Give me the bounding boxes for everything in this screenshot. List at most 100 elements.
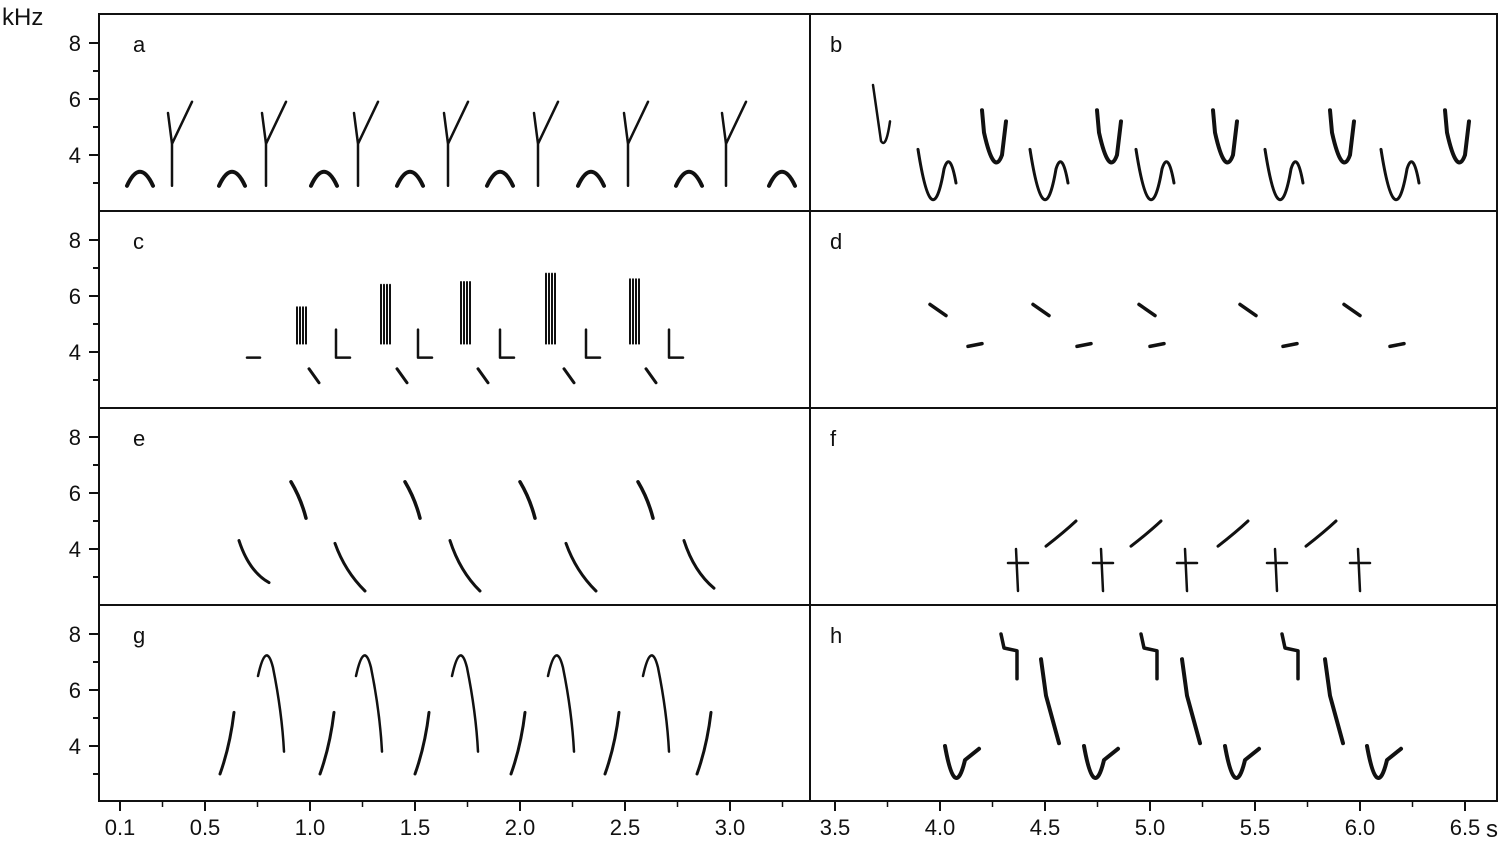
arch-note: [309, 169, 339, 188]
cross-note: [1091, 547, 1115, 593]
down-note: [644, 367, 658, 385]
wave-note: [1134, 147, 1176, 202]
arch-note: [217, 169, 247, 188]
x-tick-label: 6.0: [1345, 815, 1376, 840]
arc-note: [641, 654, 671, 753]
y-note: [260, 100, 288, 188]
x-tick-label: 5.5: [1240, 815, 1271, 840]
y-unit-label: kHz: [2, 4, 44, 31]
cross-note: [1348, 547, 1372, 593]
panel-label-f: f: [830, 426, 837, 451]
panel-frames: [98, 13, 1498, 802]
sweep-note: [636, 480, 655, 520]
y-note: [720, 100, 748, 188]
x-tick-label: 4.5: [1030, 815, 1061, 840]
rise-note: [1129, 519, 1163, 548]
rise-note: [1216, 519, 1250, 548]
y-tick-label: 4: [69, 143, 81, 168]
x-tick-label: 1.0: [295, 815, 326, 840]
dash-note: [1031, 302, 1051, 318]
x-tick-label: 1.5: [400, 815, 431, 840]
wave-note: [916, 147, 958, 202]
arch-note: [767, 169, 797, 188]
x-tick-label: 0.1: [105, 815, 136, 840]
rise-note: [695, 710, 713, 776]
v-note: [1223, 744, 1261, 780]
rise-note: [318, 710, 336, 776]
y-tick-label: 8: [69, 31, 81, 56]
dash-note: [1342, 302, 1362, 318]
wave-note: [980, 108, 1008, 165]
panel-label-c: c: [133, 229, 144, 254]
y-tick-label: 8: [69, 228, 81, 253]
y-tick-label: 6: [69, 284, 81, 309]
hook-note: [1139, 632, 1159, 681]
panel-label-d: d: [830, 229, 842, 254]
y-note: [352, 100, 380, 188]
arch-note: [125, 169, 155, 188]
sweep-note: [448, 539, 482, 593]
l-note: [498, 328, 516, 359]
hook-note: [1280, 632, 1300, 681]
panel-label-b: b: [830, 32, 842, 57]
cross-note: [1006, 547, 1030, 593]
x-tick-label: 3.0: [715, 815, 746, 840]
l-note: [584, 328, 602, 359]
arch-note: [485, 169, 515, 188]
dash-note: [1281, 341, 1299, 349]
x-axis: 0.1 0.5 1.0 1.5 2.0 2.5 3.0 3.5 4.0 4.5 5.0 5.5 6.0 6…: [105, 801, 1480, 840]
arch-note: [395, 169, 425, 188]
l-note: [416, 328, 434, 359]
hook-note: [999, 632, 1019, 681]
dash-note: [1388, 341, 1406, 349]
panel-labels: a b c d e f g h: [133, 32, 842, 648]
v-note: [1082, 744, 1120, 780]
dash-note: [966, 341, 984, 349]
panel-label-a: a: [133, 32, 146, 57]
x-tick-label: 3.5: [820, 815, 851, 840]
x-tick-label: 4.0: [925, 815, 956, 840]
sweep-note: [518, 480, 537, 520]
wave-note: [1211, 108, 1239, 165]
wave-note: [1443, 108, 1471, 165]
rise-note: [218, 710, 236, 776]
arc-note: [546, 654, 576, 753]
drop-note: [1323, 657, 1345, 746]
rise-note: [413, 710, 431, 776]
wave-note: [1095, 108, 1123, 165]
y-note: [622, 100, 650, 188]
l-note: [667, 328, 685, 359]
y-tick-label: 4: [69, 537, 81, 562]
arc-note: [354, 654, 384, 753]
sonogram-traces: [125, 83, 1471, 780]
arch-note: [674, 169, 704, 188]
arc-note: [450, 654, 480, 753]
sweep-note: [564, 541, 598, 593]
rise-note: [509, 710, 527, 776]
y-tick-label: 4: [69, 340, 81, 365]
rise-note: [1044, 519, 1078, 548]
y-note: [532, 100, 560, 188]
x-tick-label: 5.0: [1135, 815, 1166, 840]
dash-note: [928, 302, 948, 318]
down-note: [395, 367, 409, 385]
x-tick-label: 0.5: [190, 815, 221, 840]
wave-note: [1379, 147, 1421, 202]
arch-note: [576, 169, 606, 188]
v-note: [943, 744, 981, 780]
sweep-note: [333, 541, 367, 593]
arc-note: [256, 654, 286, 753]
wave-note: [1328, 108, 1356, 165]
drop-note: [1039, 657, 1061, 746]
cross-note: [1175, 547, 1199, 593]
drop-note: [1180, 657, 1202, 746]
y-note: [166, 100, 194, 188]
v-note: [1365, 744, 1403, 780]
down-note: [476, 367, 490, 385]
y-note: [442, 100, 470, 188]
l-note: [334, 328, 352, 359]
dash-note: [1075, 341, 1093, 349]
wave-note: [1263, 147, 1305, 202]
panel-label-e: e: [133, 426, 145, 451]
